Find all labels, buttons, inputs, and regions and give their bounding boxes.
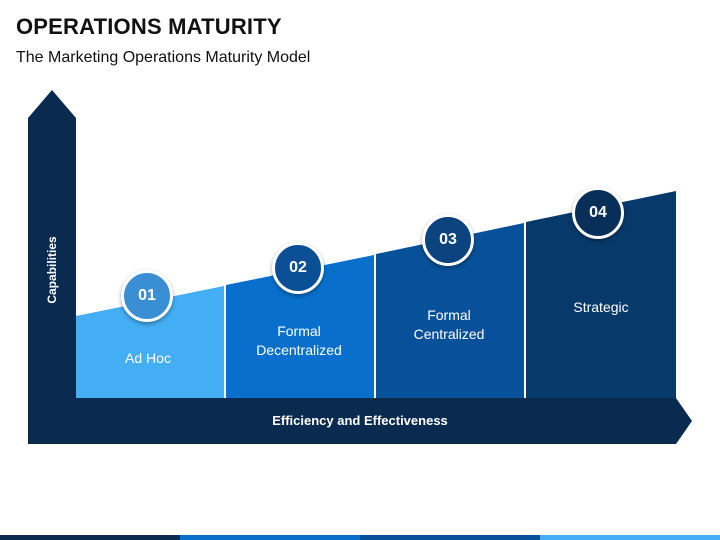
stage-1-label: Ad Hoc [73,349,223,368]
x-axis-label: Efficiency and Effectiveness [272,413,448,428]
page-subtitle: The Marketing Operations Maturity Model [16,49,311,66]
stage-4-block [526,191,676,398]
stage-3-block [376,223,524,398]
stage-2-label-line1: Formal [277,323,321,339]
bottom-color-bar [0,535,720,540]
stage-3-label-line1: Formal [427,307,471,323]
stage-1-block [76,286,224,398]
stage-3-label: Formal Centralized [374,306,524,344]
page-title: OPERATIONS MATURITY [16,14,282,39]
stage-1-badge: 01 [121,270,173,322]
y-axis-arrow [28,90,76,444]
stage-3-badge: 03 [422,214,474,266]
y-axis-label: Capabilities [45,236,59,304]
stage-4-label-line1: Strategic [573,299,629,315]
stage-2-label-line2: Decentralized [256,342,342,358]
stage-2-block [226,255,374,398]
stage-3-label-line2: Centralized [413,326,485,342]
stage-2-badge: 02 [272,242,324,294]
stage-4-badge: 04 [572,187,624,239]
stage-1-label-line1: Ad Hoc [125,350,171,366]
stage-4-label: Strategic [526,298,676,317]
stage-2-label: Formal Decentralized [224,322,374,360]
x-axis-arrow [28,398,692,444]
